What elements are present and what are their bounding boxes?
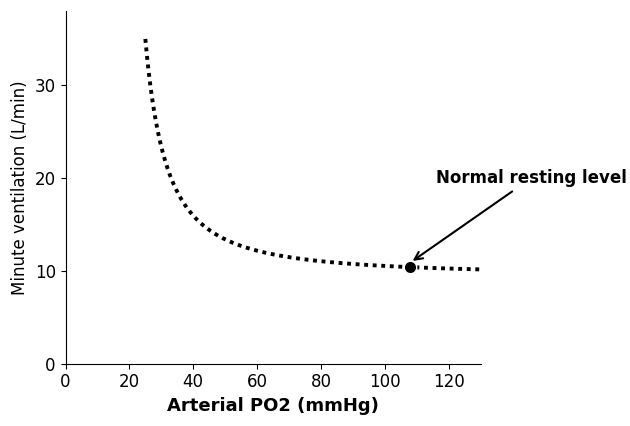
Text: Normal resting level: Normal resting level: [415, 169, 627, 259]
X-axis label: Arterial PO2 (mmHg): Arterial PO2 (mmHg): [167, 397, 379, 415]
Y-axis label: Minute ventilation (L/min): Minute ventilation (L/min): [11, 80, 29, 295]
